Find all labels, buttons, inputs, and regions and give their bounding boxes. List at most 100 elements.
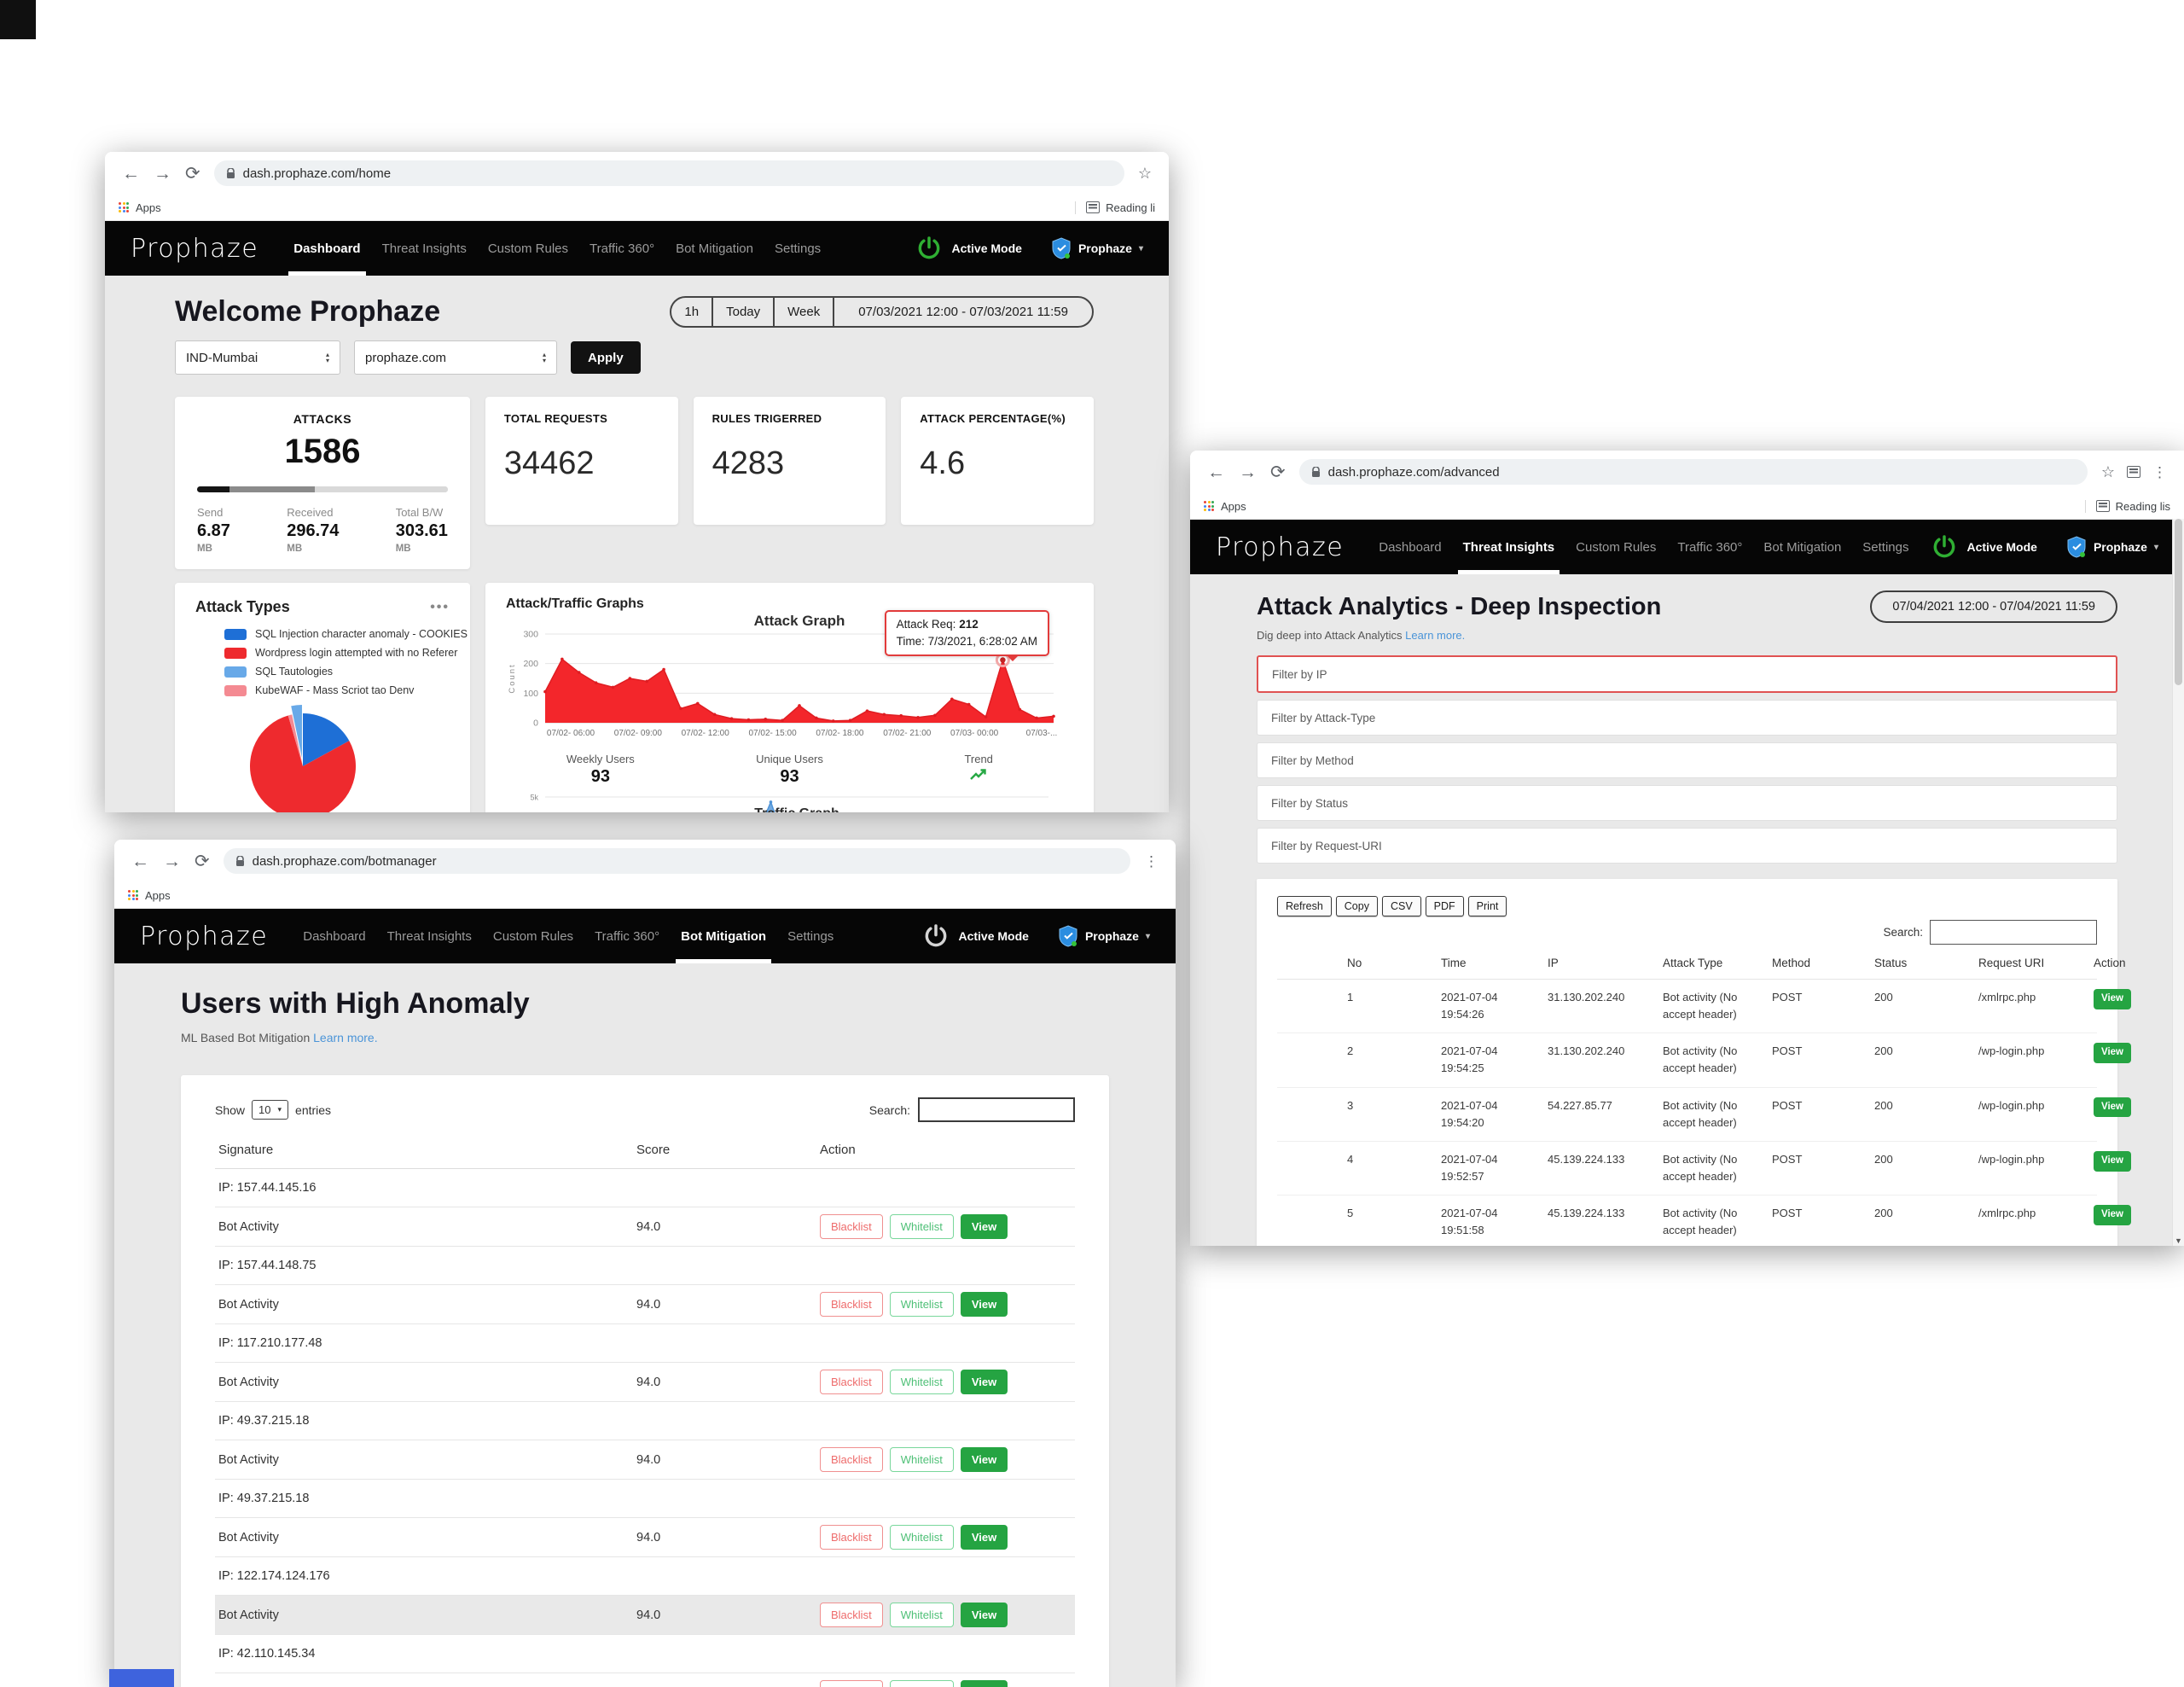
view-button[interactable]: View: [960, 1603, 1008, 1627]
bookmark-star-icon[interactable]: ☆: [2100, 463, 2115, 480]
nav-item-bot-mitigation[interactable]: Bot Mitigation: [676, 241, 753, 256]
account-menu[interactable]: Prophaze ▾: [2066, 536, 2158, 558]
column-request-uri[interactable]: Request URI: [1978, 957, 2045, 969]
copy-button[interactable]: Copy: [1335, 896, 1378, 916]
column-action[interactable]: Action: [2094, 957, 2126, 969]
view-button[interactable]: View: [2094, 989, 2131, 1009]
nav-item-custom-rules[interactable]: Custom Rules: [492, 928, 574, 944]
reading-list-icon[interactable]: [1086, 201, 1101, 213]
nav-item-traffic-360-[interactable]: Traffic 360°: [595, 928, 660, 944]
nav-item-settings[interactable]: Settings: [787, 928, 834, 944]
view-button[interactable]: View: [960, 1447, 1008, 1472]
learn-more-link[interactable]: Learn more.: [1405, 629, 1466, 642]
filter-input-filter-by-status[interactable]: [1257, 785, 2117, 821]
whitelist-button[interactable]: Whitelist: [889, 1603, 954, 1627]
nav-item-bot-mitigation[interactable]: Bot Mitigation: [676, 909, 772, 963]
nav-item-threat-insights[interactable]: Threat Insights: [386, 928, 472, 944]
back-icon[interactable]: ←: [1207, 462, 1225, 482]
blacklist-button[interactable]: Blacklist: [820, 1370, 883, 1394]
entries-select[interactable]: 10 ▾: [252, 1100, 289, 1120]
date-range-selector[interactable]: 07/04/2021 12:00 - 07/04/2021 11:59: [1870, 590, 2117, 623]
account-menu[interactable]: Prophaze ▾: [1051, 237, 1143, 259]
address-bar[interactable]: dash.prophaze.com/home: [213, 160, 1124, 186]
blacklist-button[interactable]: Blacklist: [820, 1292, 883, 1317]
time-option-1h[interactable]: 1h: [671, 297, 714, 326]
nav-item-dashboard[interactable]: Dashboard: [288, 221, 366, 276]
search-input[interactable]: [918, 1097, 1075, 1122]
reading-list-label[interactable]: Reading li: [1106, 201, 1155, 214]
whitelist-button[interactable]: Whitelist: [889, 1292, 954, 1317]
blacklist-button[interactable]: Blacklist: [820, 1447, 883, 1472]
back-icon[interactable]: ←: [131, 851, 149, 871]
search-input[interactable]: [1930, 920, 2097, 945]
apps-label[interactable]: Apps: [1221, 499, 1246, 513]
whitelist-button[interactable]: Whitelist: [889, 1370, 954, 1394]
scroll-down-arrow-icon[interactable]: ▼: [2175, 1236, 2182, 1245]
column-no[interactable]: No: [1347, 957, 1362, 969]
reload-icon[interactable]: ⟳: [1270, 462, 1286, 482]
nav-item-threat-insights[interactable]: Threat Insights: [1457, 520, 1560, 574]
view-button[interactable]: View: [2094, 1097, 2131, 1118]
column-status[interactable]: Status: [1874, 957, 1908, 969]
time-option-week[interactable]: Week: [775, 297, 835, 326]
apps-grid-icon[interactable]: [1204, 501, 1214, 511]
column-attack-type[interactable]: Attack Type: [1663, 957, 1723, 969]
view-button[interactable]: View: [960, 1292, 1008, 1317]
nav-item-dashboard[interactable]: Dashboard: [303, 928, 366, 944]
nav-item-bot-mitigation[interactable]: Bot Mitigation: [1763, 539, 1842, 555]
page-scrollbar[interactable]: ▼: [2172, 519, 2184, 1246]
filter-input-filter-by-method[interactable]: [1257, 742, 2117, 778]
reload-icon[interactable]: ⟳: [185, 163, 200, 183]
apps-grid-icon[interactable]: [119, 202, 129, 212]
time-option-today[interactable]: Today: [713, 297, 775, 326]
view-button[interactable]: View: [960, 1525, 1008, 1550]
forward-icon[interactable]: →: [154, 163, 171, 183]
view-button[interactable]: View: [2094, 1043, 2131, 1064]
reload-icon[interactable]: ⟳: [195, 851, 210, 871]
nav-item-traffic-360-[interactable]: Traffic 360°: [1677, 539, 1743, 555]
whitelist-button[interactable]: Whitelist: [889, 1525, 954, 1550]
view-button[interactable]: View: [960, 1680, 1008, 1687]
nav-item-custom-rules[interactable]: Custom Rules: [1576, 539, 1657, 555]
whitelist-button[interactable]: Whitelist: [889, 1447, 954, 1472]
address-bar[interactable]: dash.prophaze.com/advanced: [1298, 459, 2088, 485]
view-button[interactable]: View: [2094, 1150, 2131, 1172]
print-button[interactable]: Print: [1467, 896, 1507, 916]
column-time[interactable]: Time: [1441, 957, 1467, 969]
learn-more-link[interactable]: Learn more.: [313, 1031, 378, 1044]
filter-input-filter-by-request-uri[interactable]: [1257, 828, 2117, 864]
prophaze-logo[interactable]: Prophaze: [131, 233, 259, 264]
prophaze-logo[interactable]: Prophaze: [140, 921, 269, 951]
column-score[interactable]: Score: [636, 1143, 671, 1157]
apply-button[interactable]: Apply: [571, 341, 641, 374]
view-button[interactable]: View: [960, 1214, 1008, 1239]
view-button[interactable]: View: [960, 1370, 1008, 1394]
scrollbar-thumb[interactable]: [2175, 519, 2182, 685]
nav-item-settings[interactable]: Settings: [774, 241, 822, 256]
csv-button[interactable]: CSV: [1381, 896, 1421, 916]
refresh-button[interactable]: Refresh: [1277, 896, 1332, 916]
kebab-menu-icon[interactable]: ⋮: [2152, 463, 2167, 480]
filter-input-filter-by-ip[interactable]: [1257, 655, 2117, 693]
power-icon[interactable]: [922, 922, 950, 950]
apps-label[interactable]: Apps: [136, 201, 161, 214]
whitelist-button[interactable]: Whitelist: [889, 1214, 954, 1239]
nav-item-threat-insights[interactable]: Threat Insights: [381, 241, 467, 256]
column-ip[interactable]: IP: [1548, 957, 1559, 969]
address-bar[interactable]: dash.prophaze.com/botmanager: [223, 848, 1130, 874]
column-action[interactable]: Action: [820, 1143, 856, 1157]
bookmark-star-icon[interactable]: ☆: [1137, 165, 1152, 182]
apps-label[interactable]: Apps: [145, 888, 171, 902]
account-menu[interactable]: Prophaze ▾: [1058, 925, 1150, 947]
nav-item-custom-rules[interactable]: Custom Rules: [487, 241, 569, 256]
back-icon[interactable]: ←: [122, 163, 140, 183]
nav-item-settings[interactable]: Settings: [1862, 539, 1909, 555]
time-range-value[interactable]: 07/03/2021 12:00 - 07/03/2021 11:59: [858, 304, 1068, 319]
reading-list-icon[interactable]: [2095, 500, 2110, 512]
column-signature[interactable]: Signature: [218, 1143, 274, 1157]
prophaze-logo[interactable]: Prophaze: [1216, 532, 1345, 562]
forward-icon[interactable]: →: [1239, 462, 1257, 482]
whitelist-button[interactable]: Whitelist: [889, 1680, 954, 1687]
location-select[interactable]: IND-Mumbai ▴ ▾: [175, 340, 340, 375]
domain-select[interactable]: prophaze.com ▴ ▾: [354, 340, 557, 375]
